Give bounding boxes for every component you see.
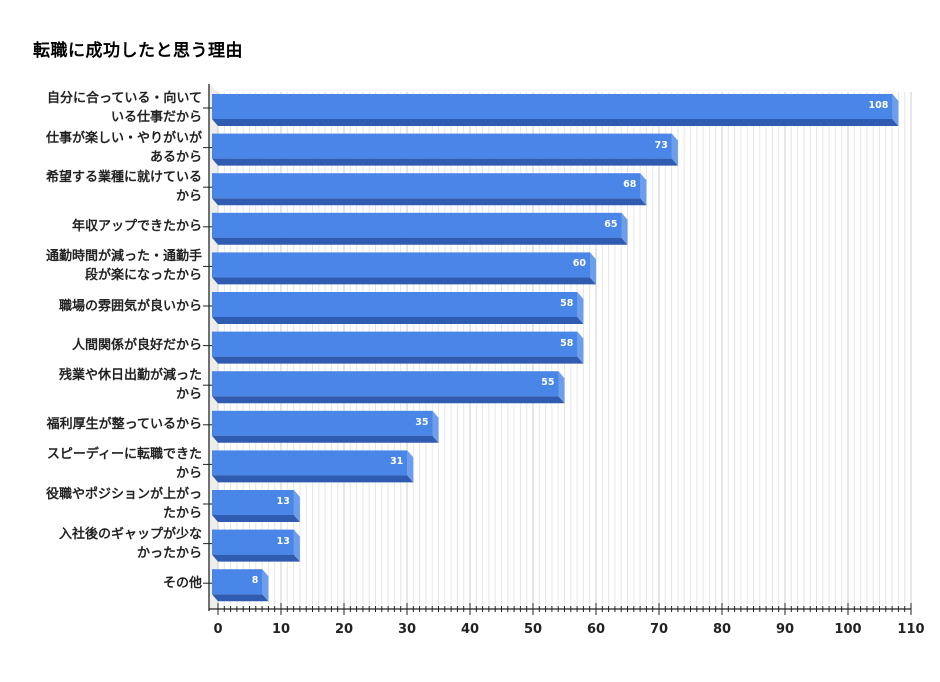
bar-value-label: 68 (623, 179, 637, 191)
x-tick-label: 90 (775, 622, 795, 637)
bar-bottom (212, 554, 300, 562)
bar-side (577, 292, 584, 324)
bar-bottom (212, 198, 647, 206)
category-label: 残業や休日出勤が減った から (58, 368, 202, 403)
bar-bottom (212, 356, 584, 364)
bar-side (262, 569, 269, 602)
bar (212, 410, 433, 436)
bar-side (293, 529, 300, 562)
bar (212, 292, 578, 317)
bar (212, 569, 263, 595)
bar (212, 450, 408, 476)
bar-bottom (212, 435, 439, 443)
x-tick-label: 0 (213, 622, 223, 637)
category-label: 希望する業種に就けている から (45, 170, 202, 205)
bar-side (432, 410, 439, 443)
category-label: 役職やポジションが上がっ たから (45, 487, 202, 521)
x-tick-label: 30 (397, 622, 417, 637)
x-tick-label: 20 (334, 622, 354, 637)
bar (212, 252, 590, 278)
bar-side (640, 173, 647, 206)
bar-side (558, 371, 565, 404)
bar-side (577, 331, 584, 364)
category-label: 福利厚生が整っているから (46, 417, 202, 433)
bar-bottom (212, 515, 300, 522)
bar-side (892, 94, 899, 126)
bar-value-label: 65 (604, 218, 618, 230)
bar-value-label: 13 (276, 496, 290, 507)
chart-title: 転職に成功したと思う理由 (33, 41, 243, 61)
category-label: 職場の雰囲気が良いから (58, 298, 202, 314)
x-tick-label: 80 (712, 622, 732, 637)
bar-value-label: 13 (276, 535, 290, 547)
bar-bottom (212, 396, 565, 404)
bar (212, 371, 559, 397)
x-tick-label: 70 (649, 622, 669, 637)
bar-bottom (212, 158, 678, 166)
bar-value-label: 31 (390, 456, 404, 468)
bar-value-label: 55 (541, 377, 555, 389)
bar-value-label: 73 (654, 139, 668, 151)
bar-bottom (212, 317, 584, 324)
bar (212, 331, 578, 357)
bar-bottom (212, 475, 414, 483)
x-tick-label: 40 (460, 622, 480, 637)
bar-bottom (212, 119, 899, 126)
x-tick-label: 10 (271, 622, 291, 637)
bar-side (293, 490, 300, 522)
bar-value-label: 8 (251, 575, 259, 587)
x-tick-label: 100 (834, 622, 862, 637)
category-label: 自分に合っている・向いて いる仕事だから (47, 91, 202, 125)
bar-bottom (212, 277, 596, 285)
bar (212, 94, 893, 119)
bar-side (621, 212, 628, 245)
x-tick-label: 50 (523, 622, 543, 637)
bar-value-label: 35 (415, 416, 429, 428)
x-tick-label: 60 (586, 622, 606, 637)
category-label: その他 (162, 575, 202, 591)
x-tick-label: 110 (897, 622, 925, 637)
bar-value-label: 60 (572, 258, 586, 270)
bar (212, 173, 641, 199)
category-label: 入社後のギャップが少な かったから (58, 526, 202, 561)
category-label: 通勤時間が減った・通勤手 段が楽になったから (45, 249, 202, 284)
bar-bottom (212, 594, 269, 602)
category-label: 人間関係が良好だから (71, 338, 202, 354)
bar-side (407, 450, 414, 483)
bar-side (590, 252, 596, 285)
bar-value-label: 58 (560, 337, 574, 349)
bar (212, 490, 294, 515)
category-label: 仕事が楽しい・やりがいが あるから (45, 130, 202, 165)
bar (212, 212, 622, 238)
bar (212, 133, 672, 159)
bar-value-label: 108 (868, 100, 889, 111)
bar-bottom (212, 237, 628, 245)
category-label: スピーディーに転職できた から (46, 447, 202, 482)
bar-value-label: 58 (560, 298, 574, 309)
bar (212, 529, 294, 555)
category-label: 年収アップできたから (71, 219, 202, 235)
bar-side (671, 133, 678, 166)
